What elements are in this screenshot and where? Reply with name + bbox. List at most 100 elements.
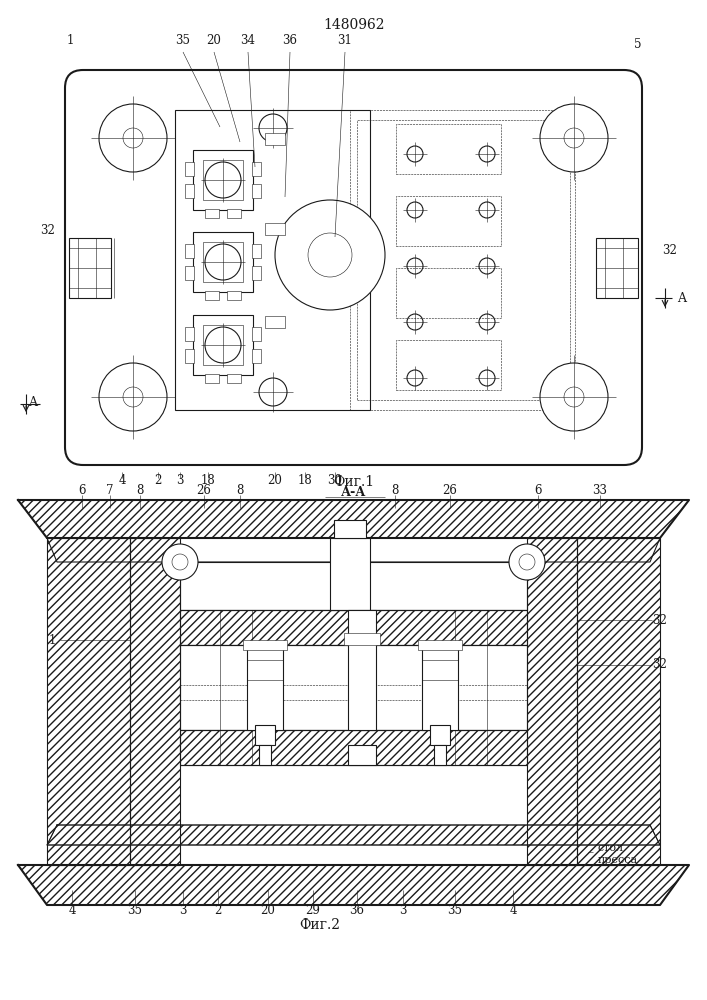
Polygon shape [18,500,689,538]
Bar [396,196,501,246]
Text: Фиг.1: Фиг.1 [334,475,375,489]
Bar [130,538,577,865]
Bar [193,315,253,375]
Bar [180,610,527,645]
Bar [350,110,575,410]
Text: 29: 29 [305,904,320,916]
Bar [357,120,570,400]
Bar [180,645,527,730]
Bar [344,633,380,645]
Circle shape [99,104,167,172]
Bar [193,150,253,210]
Text: 33: 33 [592,484,607,496]
Bar [396,268,501,318]
Circle shape [162,544,198,580]
Text: 18: 18 [201,474,216,487]
Bar [247,645,283,730]
Circle shape [519,554,535,570]
Text: 6: 6 [534,484,542,496]
Text: пресса: пресса [598,855,638,865]
Bar [252,266,261,280]
Polygon shape [47,825,660,845]
Bar [227,209,241,218]
Text: 26: 26 [443,484,457,496]
Bar [252,327,261,341]
Text: стол: стол [598,843,624,853]
Bar [252,349,261,363]
Bar [252,184,261,198]
Circle shape [479,202,495,218]
Bar [205,209,219,218]
Bar [418,640,462,650]
Text: 26: 26 [197,484,211,496]
Circle shape [205,327,241,363]
Circle shape [99,363,167,431]
Text: 8: 8 [236,484,244,496]
Text: 36: 36 [283,33,298,46]
Text: 36: 36 [349,904,365,916]
Text: 32: 32 [662,243,677,256]
Bar [185,327,194,341]
Text: 1: 1 [48,634,56,647]
Text: 6: 6 [78,484,86,496]
Circle shape [407,258,423,274]
Polygon shape [18,865,689,905]
Bar [265,316,285,328]
Text: A: A [28,396,37,410]
Bar [185,349,194,363]
Bar [227,374,241,383]
Text: 32: 32 [653,613,667,626]
Text: Фиг.2: Фиг.2 [300,918,341,932]
Circle shape [540,363,608,431]
Text: 18: 18 [298,474,312,487]
FancyBboxPatch shape [65,70,642,465]
Bar [396,340,501,390]
Bar [185,162,194,176]
Circle shape [407,146,423,162]
Bar [252,244,261,258]
Bar [205,291,219,300]
Bar [255,725,275,745]
Bar [185,184,194,198]
Circle shape [479,314,495,330]
Text: А-А: А-А [341,486,367,498]
Bar [227,291,241,300]
Text: 4: 4 [509,904,517,916]
Circle shape [172,554,188,570]
Text: 3: 3 [180,904,187,916]
Circle shape [407,370,423,386]
Text: 32: 32 [40,224,55,236]
Bar [69,238,111,298]
Circle shape [123,387,143,407]
Bar [422,645,458,730]
Bar [203,325,243,365]
Circle shape [123,128,143,148]
Circle shape [564,128,584,148]
Circle shape [479,146,495,162]
Circle shape [479,258,495,274]
Circle shape [479,370,495,386]
Bar [430,725,450,745]
Bar [180,562,527,610]
Circle shape [259,378,287,406]
Bar [265,133,285,145]
Text: 5: 5 [634,38,642,51]
Text: 20: 20 [261,904,276,916]
Text: 20: 20 [267,474,282,487]
Text: 1480962: 1480962 [323,18,385,32]
Bar [193,232,253,292]
Text: 35: 35 [448,904,462,916]
Circle shape [205,162,241,198]
Bar [348,745,376,765]
Polygon shape [47,538,660,562]
Bar [185,244,194,258]
Bar [434,745,446,765]
Bar [203,160,243,200]
Bar [175,110,370,410]
Polygon shape [47,538,130,865]
Bar [180,730,527,765]
Polygon shape [577,538,660,865]
Circle shape [275,200,385,310]
Text: 4: 4 [69,904,76,916]
Text: 1: 1 [66,33,74,46]
